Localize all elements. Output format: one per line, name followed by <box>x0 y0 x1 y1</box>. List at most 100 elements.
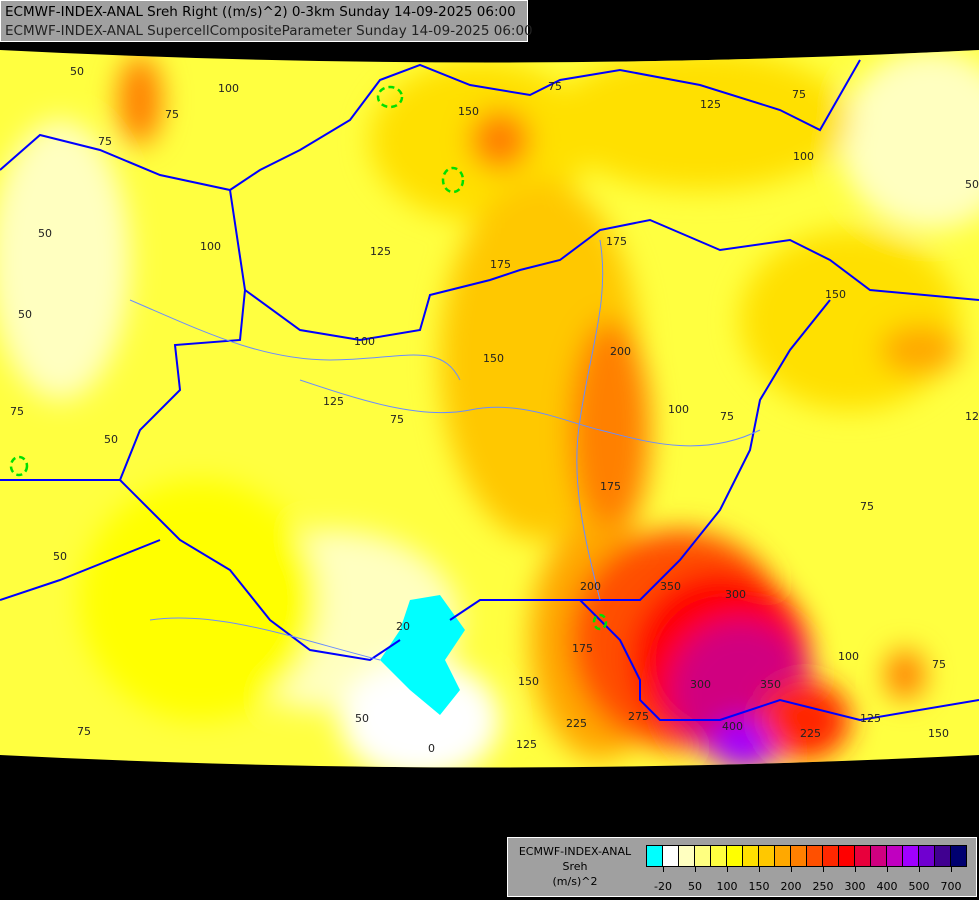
contour-label: 225 <box>566 717 587 730</box>
contour-label: 125 <box>965 410 979 423</box>
legend-tick <box>855 866 856 872</box>
legend-tick <box>791 866 792 872</box>
contour-label: 300 <box>690 678 711 691</box>
legend-swatch <box>791 846 807 866</box>
contour-label: 50 <box>38 227 52 240</box>
legend-swatch <box>679 846 695 866</box>
contour-label: 125 <box>860 712 881 725</box>
legend-model: ECMWF-INDEX-ANAL <box>518 845 632 858</box>
contour-label: 225 <box>800 727 821 740</box>
scp-contours <box>9 85 608 631</box>
contour-label: 50 <box>104 433 118 446</box>
negative-sreh-area <box>380 595 465 715</box>
legend-swatch <box>887 846 903 866</box>
legend-swatch <box>919 846 935 866</box>
legend-swatch <box>727 846 743 866</box>
legend-tick <box>951 866 952 872</box>
legend-tick <box>887 866 888 872</box>
contour-label: 350 <box>760 678 781 691</box>
legend-tick <box>919 866 920 872</box>
legend-label: 250 <box>812 880 834 893</box>
sreh-field: 50 100 75 75 50 100 125 150 75 125 100 75 50 50 75 50 17… <box>0 50 979 768</box>
contour-label: 20 <box>396 620 410 633</box>
contour-label: 150 <box>928 727 949 740</box>
legend-label: 100 <box>716 880 738 893</box>
contour-label: 150 <box>825 288 846 301</box>
contour-label: 125 <box>700 98 721 111</box>
contour-label: 100 <box>354 335 375 348</box>
contour-label: 75 <box>165 108 179 121</box>
legend-swatch <box>839 846 855 866</box>
legend-swatch <box>855 846 871 866</box>
contour-label: 125 <box>516 738 537 751</box>
legend-tick <box>663 866 664 872</box>
legend-label: 50 <box>688 880 702 893</box>
legend-swatches <box>646 845 967 867</box>
title-line-scp: ECMWF-INDEX-ANAL SupercellCompositeParam… <box>5 23 533 39</box>
legend-label: -20 <box>654 880 672 893</box>
legend-swatch <box>871 846 887 866</box>
rivers <box>129 239 761 661</box>
contour-label: 100 <box>218 82 239 95</box>
legend-swatch <box>903 846 919 866</box>
country-borders <box>0 59 979 722</box>
contour-label: 200 <box>580 580 601 593</box>
legend-swatch <box>823 846 839 866</box>
contour-label: 150 <box>458 105 479 118</box>
legend-label: 400 <box>876 880 898 893</box>
contour-label: 275 <box>628 710 649 723</box>
contour-label: 175 <box>490 258 511 271</box>
contour-label: 50 <box>355 712 369 725</box>
contour-label: 150 <box>518 675 539 688</box>
legend-swatch <box>711 846 727 866</box>
contour-label: 75 <box>932 658 946 671</box>
contour-label: 100 <box>668 403 689 416</box>
legend-label: 150 <box>748 880 770 893</box>
contour-label: 75 <box>77 725 91 738</box>
contour-label: 75 <box>860 500 874 513</box>
contour-label: 75 <box>10 405 24 418</box>
color-legend: ECMWF-INDEX-ANAL Sreh (m/s)^2 -20 50 100 15… <box>507 837 977 897</box>
legend-swatch <box>775 846 791 866</box>
legend-swatch <box>759 846 775 866</box>
contour-label: 50 <box>18 308 32 321</box>
contour-label: 350 <box>660 580 681 593</box>
legend-label: 500 <box>908 880 930 893</box>
contour-label: 75 <box>98 135 112 148</box>
contour-label: 150 <box>483 352 504 365</box>
contour-label: 50 <box>965 178 979 191</box>
legend-swatch <box>743 846 759 866</box>
contour-label: 200 <box>610 345 631 358</box>
title-box: ECMWF-INDEX-ANAL Sreh Right ((m/s)^2) 0-… <box>0 0 533 42</box>
legend-title: ECMWF-INDEX-ANAL Sreh (m/s)^2 <box>512 844 638 889</box>
contour-label: 50 <box>53 550 67 563</box>
contour-label: 100 <box>200 240 221 253</box>
legend-label: 700 <box>940 880 962 893</box>
legend-label: 300 <box>844 880 866 893</box>
legend-tick <box>695 866 696 872</box>
legend-label: 200 <box>780 880 802 893</box>
contour-label: 75 <box>792 88 806 101</box>
contour-label: 50 <box>70 65 84 78</box>
legend-swatch <box>807 846 823 866</box>
legend-tick <box>823 866 824 872</box>
legend-tick <box>727 866 728 872</box>
contour-label: 175 <box>572 642 593 655</box>
legend-tick <box>759 866 760 872</box>
contour-label: 75 <box>548 80 562 93</box>
contour-label: 0 <box>428 742 435 755</box>
title-line-sreh: ECMWF-INDEX-ANAL Sreh Right ((m/s)^2) 0-… <box>5 4 516 20</box>
legend-unit: (m/s)^2 <box>552 875 598 888</box>
contour-label: 100 <box>838 650 859 663</box>
contour-label: 175 <box>600 480 621 493</box>
legend-swatch <box>695 846 711 866</box>
contour-label: 125 <box>370 245 391 258</box>
contour-label: 100 <box>793 150 814 163</box>
contour-label: 75 <box>720 410 734 423</box>
contour-label: 125 <box>323 395 344 408</box>
legend-swatch <box>647 846 663 866</box>
contour-label: 300 <box>725 588 746 601</box>
legend-swatch <box>935 846 951 866</box>
contour-label: 400 <box>722 720 743 733</box>
